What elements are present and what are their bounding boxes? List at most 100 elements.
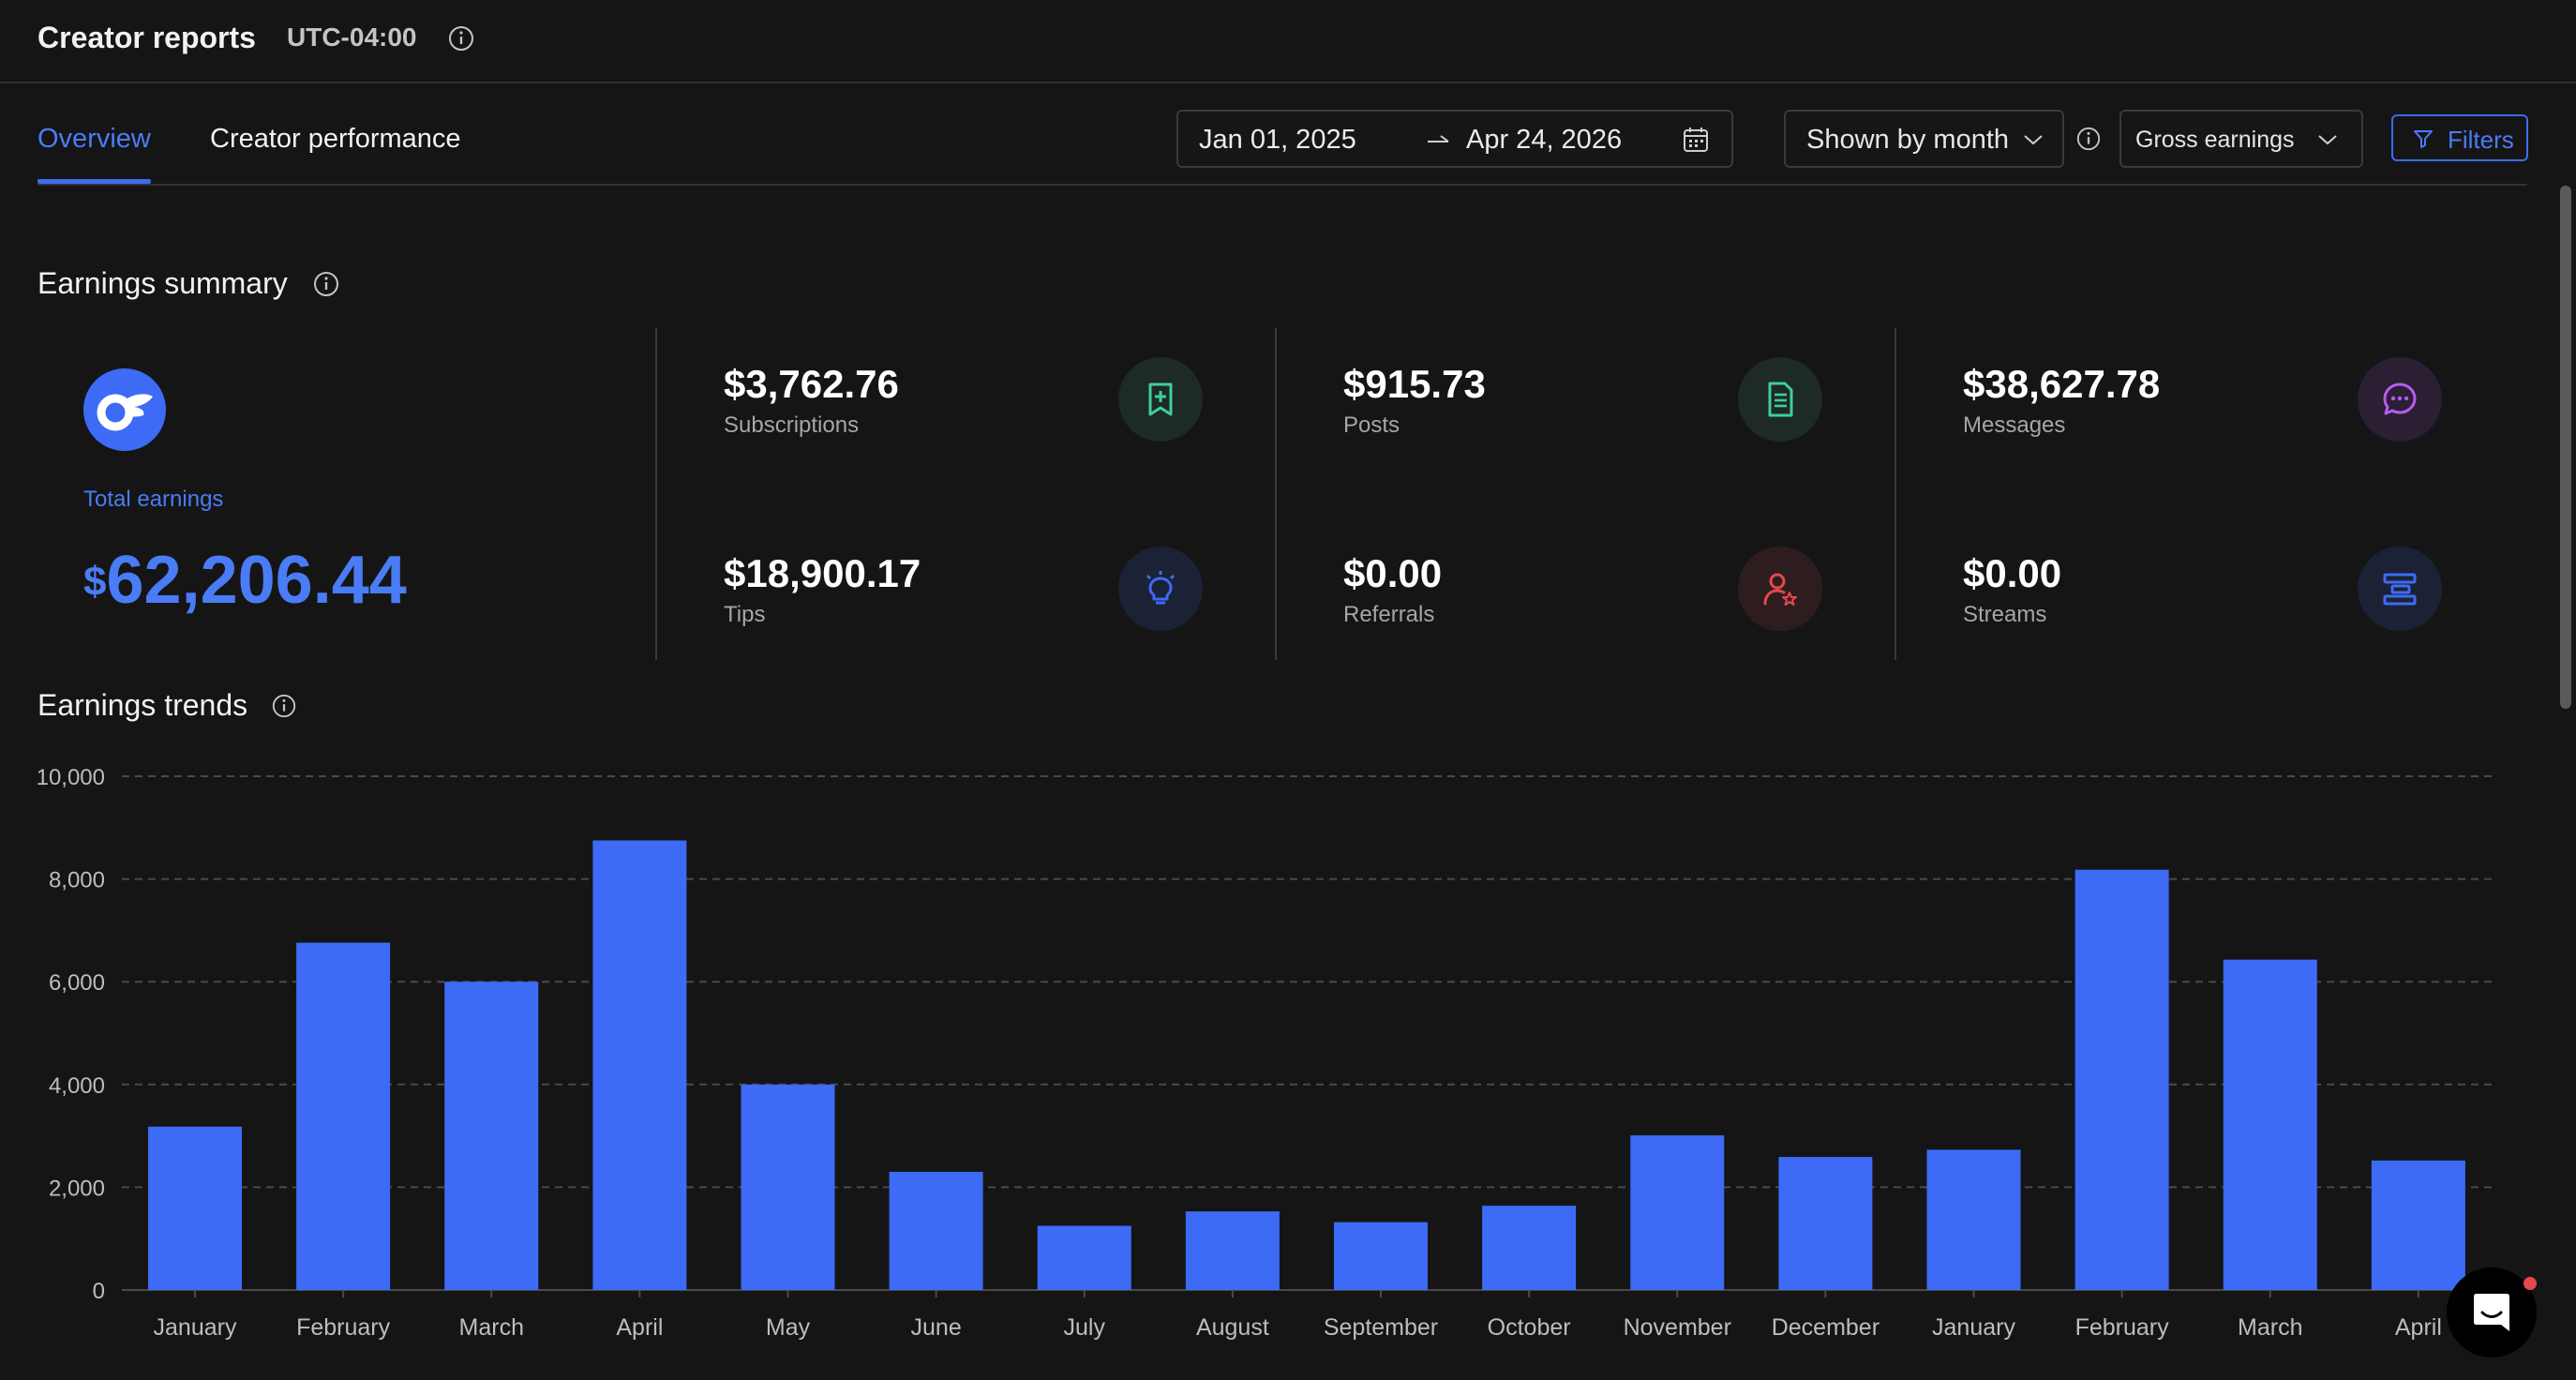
x-tick-label: August [1196, 1314, 1269, 1341]
bar [592, 840, 687, 1290]
grouping-select-label: Shown by month [1806, 125, 2010, 155]
metric-select-label: Gross earnings [2135, 127, 2295, 153]
x-tick-label: January [154, 1314, 237, 1341]
column-divider [1275, 328, 1277, 660]
y-tick-label: 8,000 [49, 868, 105, 893]
total-earnings-value: $62,206.44 [83, 542, 407, 619]
grouping-info-icon[interactable] [2075, 126, 2102, 152]
earnings-summary-info-icon[interactable] [312, 270, 340, 298]
filter-icon [2414, 130, 2433, 148]
subscriptions-icon-badge [1118, 357, 1203, 442]
bookmark-plus-icon [1148, 382, 1173, 416]
chevron-down-icon [2024, 135, 2043, 145]
referrals-icon-badge [1738, 547, 1822, 631]
grouping-select[interactable]: Shown by month [1784, 110, 2064, 168]
y-tick-label: 2,000 [49, 1176, 105, 1201]
streams-icon-badge [2358, 547, 2442, 631]
bar [2074, 869, 2169, 1290]
x-tick-label: May [766, 1314, 811, 1341]
active-tab-indicator [37, 179, 151, 184]
bar [1185, 1211, 1280, 1290]
timezone-info-icon[interactable] [447, 24, 475, 52]
timezone-label: UTC-04:00 [287, 22, 417, 52]
bar [1778, 1157, 1873, 1290]
x-tick-label: June [911, 1314, 962, 1341]
bar [444, 982, 539, 1290]
earnings-summary-title: Earnings summary [37, 266, 288, 300]
referrals-label: Referrals [1343, 602, 1435, 627]
column-divider [655, 328, 657, 660]
x-tick-label: April [616, 1314, 663, 1341]
scrollbar-thumb[interactable] [2560, 186, 2571, 709]
streams-value: $0.00 [1963, 551, 2062, 595]
y-tick-label: 10,000 [37, 765, 105, 790]
tab-creator-performance[interactable]: Creator performance [210, 124, 461, 154]
brand-logo-icon [97, 394, 153, 431]
metric-select[interactable]: Gross earnings [2119, 110, 2363, 168]
total-earnings-label: Total earnings [83, 487, 224, 512]
x-tick-label: October [1488, 1314, 1571, 1341]
x-tick-label: April [2395, 1314, 2442, 1341]
x-tick-label: September [1324, 1314, 1438, 1341]
x-tick-label: March [459, 1314, 524, 1341]
bar [1334, 1222, 1428, 1290]
page-title: Creator reports [37, 21, 256, 54]
earnings-trends-chart: 0 2,000 4,000 6,000 8,000 10,000 January Februa… [37, 765, 2494, 1341]
bar [2223, 959, 2317, 1290]
chat-bubble-icon [2383, 382, 2417, 415]
x-tick-label: December [1772, 1314, 1880, 1341]
y-tick-label: 0 [93, 1279, 105, 1304]
messages-icon-badge [2358, 357, 2442, 442]
column-divider [1895, 328, 1896, 660]
messages-value: $38,627.78 [1963, 362, 2161, 406]
tab-overview[interactable]: Overview [37, 124, 151, 154]
date-range-picker[interactable]: Jan 01, 2025 Apr 24, 2026 [1176, 110, 1733, 168]
bar [296, 942, 391, 1290]
streams-label: Streams [1963, 602, 2047, 627]
chat-notification-badge [2524, 1277, 2537, 1290]
x-tick-label: July [1064, 1314, 1106, 1341]
date-from[interactable]: Jan 01, 2025 [1199, 125, 1356, 155]
x-tick-label: February [296, 1314, 391, 1341]
tips-value: $18,900.17 [724, 551, 921, 595]
calendar-icon[interactable] [1682, 126, 1710, 154]
filters-button-label: Filters [2448, 126, 2514, 154]
brand-logo [83, 368, 166, 451]
date-to[interactable]: Apr 24, 2026 [1466, 125, 1623, 155]
arrow-right-icon [1428, 135, 1449, 142]
earnings-trends-title: Earnings trends [37, 688, 248, 722]
total-earnings-currency: $ [83, 559, 107, 605]
lightbulb-icon [1146, 571, 1176, 605]
bar [741, 1084, 835, 1290]
bar [2371, 1160, 2465, 1290]
bar [1037, 1225, 1131, 1290]
total-earnings-amount: 62,206.44 [106, 543, 407, 618]
stream-icon [2383, 573, 2417, 606]
chevron-down-icon [2318, 135, 2337, 145]
top-bar: Creator reports UTC-04:00 [0, 0, 2576, 83]
x-tick-label: November [1624, 1314, 1731, 1341]
chat-widget-button[interactable] [2447, 1268, 2537, 1358]
messages-label: Messages [1963, 412, 2066, 438]
user-star-icon [1763, 573, 1797, 606]
bar [889, 1171, 983, 1290]
tips-label: Tips [724, 602, 766, 627]
filters-button[interactable]: Filters [2391, 114, 2528, 161]
tabs-row: Overview Creator performance [37, 84, 2527, 186]
x-tick-label: January [1932, 1314, 2015, 1341]
posts-label: Posts [1343, 412, 1400, 438]
bar [1482, 1206, 1577, 1290]
y-tick-label: 4,000 [49, 1073, 105, 1099]
y-tick-label: 6,000 [49, 970, 105, 996]
subscriptions-value: $3,762.76 [724, 362, 899, 406]
bar [1630, 1135, 1725, 1290]
posts-icon-badge [1738, 357, 1822, 442]
subscriptions-label: Subscriptions [724, 412, 860, 438]
bar [148, 1126, 242, 1290]
posts-value: $915.73 [1343, 362, 1486, 406]
x-tick-label: February [2075, 1314, 2170, 1341]
tips-icon-badge [1118, 547, 1203, 631]
chat-widget-icon [2474, 1294, 2509, 1331]
earnings-trends-info-icon[interactable] [271, 693, 297, 719]
x-tick-label: March [2238, 1314, 2302, 1341]
